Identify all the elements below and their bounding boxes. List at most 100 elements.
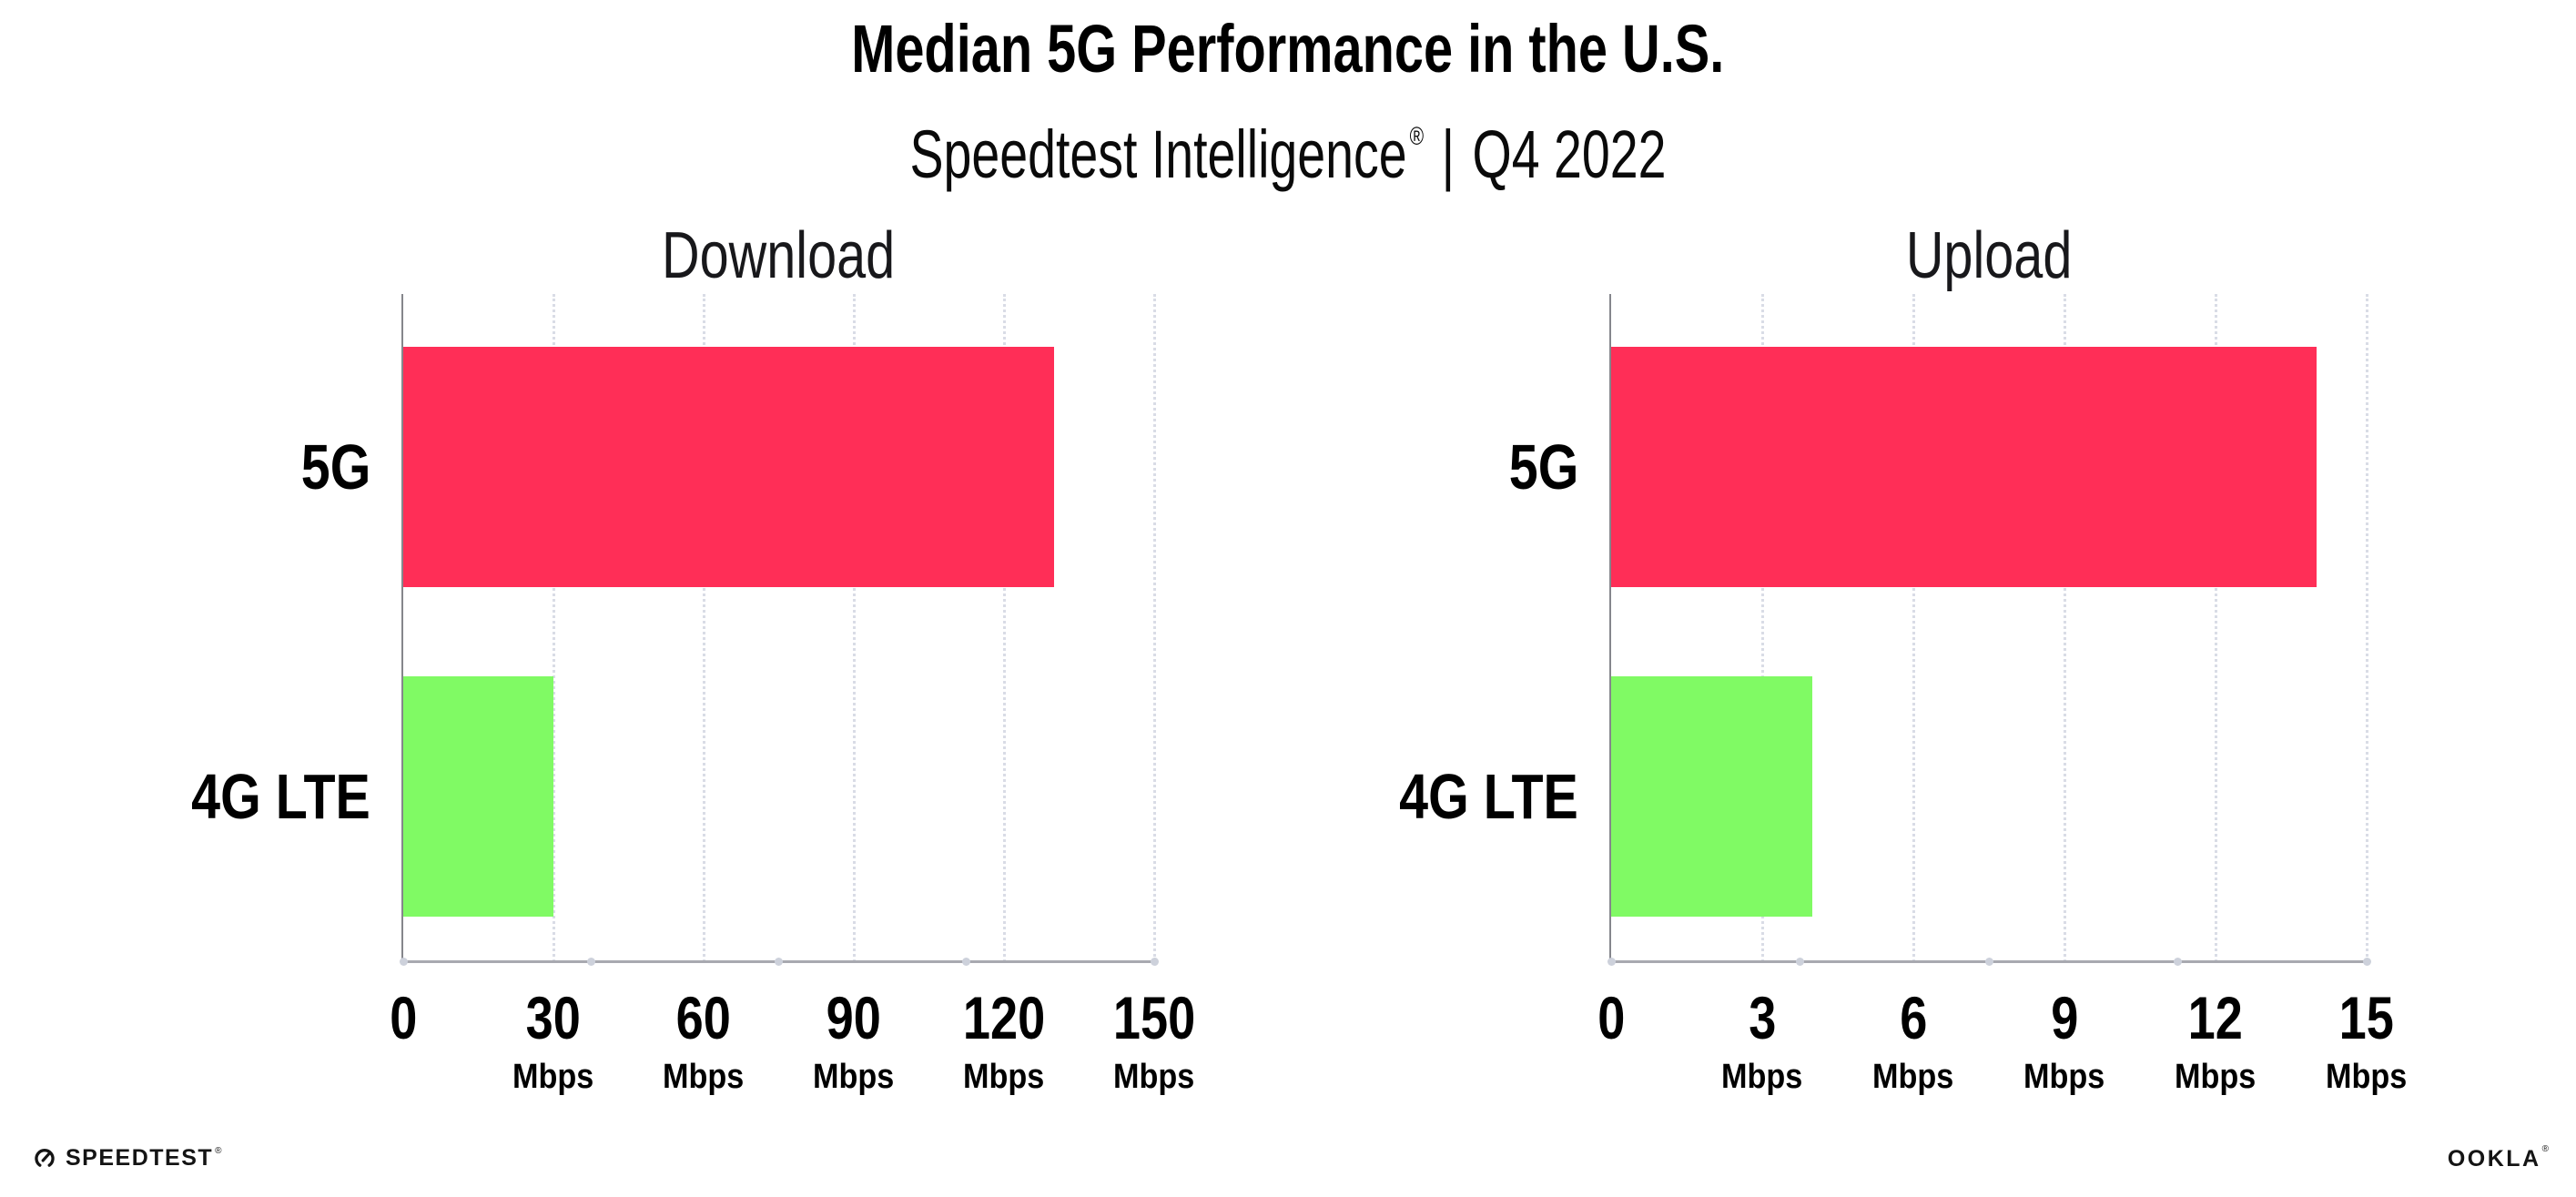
x-tick-0: 0 [303,981,503,1054]
x-tick-value: 150 [1112,984,1196,1051]
x-tick-12: 12 [2115,981,2316,1054]
gridline [852,294,856,962]
x-tick-unit: Mbps [1964,1056,2165,1098]
x-tick-value: 12 [2187,984,2244,1051]
chart-title-text: Upload [1905,219,2073,292]
x-tick-unit: Mbps [1813,1056,2013,1098]
gridline [2365,294,2368,962]
x-tick-9: 9 [1964,981,2165,1054]
x-tick-unit: Mbps [754,1056,954,1098]
x-tick-unit: Mbps [1054,1056,1254,1098]
row-label-5g: 5G [1205,417,1578,517]
x-tick-0: 0 [1511,981,1711,1054]
row-label-4g-lte: 4G LTE [1205,746,1578,847]
axis-dot [1984,958,1993,966]
gridline [702,294,705,962]
axis-dot [399,958,408,966]
axis-dot [962,958,971,966]
x-tick-6: 6 [1813,981,2013,1054]
speedtest-registered-mark: ® [215,1145,222,1156]
x-tick-120: 120 [904,981,1104,1054]
page-subtitle: Speedtest Intelligence ® | Q4 2022 [0,93,2576,192]
x-tick-unit-text: Mbps [2023,1058,2105,1096]
x-tick-unit-text: Mbps [963,1058,1045,1096]
gridline [1152,294,1156,962]
page-title-text: Median 5G Performance in the U.S. [851,11,1725,86]
subtitle-period: Q4 2022 [1472,117,1667,192]
x-tick-90: 90 [754,981,954,1054]
row-label-text: 4G LTE [191,761,370,832]
x-tick-value: 90 [826,984,882,1051]
x-tick-unit-text: Mbps [813,1058,895,1096]
x-tick-60: 60 [603,981,804,1054]
speedtest-logo: SPEEDTEST ® [33,1140,222,1176]
row-label-text: 5G [300,431,370,502]
speedtest-wordmark: SPEEDTEST [66,1144,214,1171]
x-tick-unit-text: Mbps [663,1058,745,1096]
x-tick-value: 0 [389,984,418,1051]
x-tick-3: 3 [1662,981,1862,1054]
y-axis [401,294,403,962]
axis-dot [1607,958,1616,966]
registered-mark: ® [1409,122,1425,150]
x-tick-150: 150 [1054,981,1254,1054]
x-tick-value: 30 [525,984,582,1051]
x-tick-unit: Mbps [2267,1056,2467,1098]
axis-dot [775,958,783,966]
row-label-text: 4G LTE [1399,761,1578,832]
speedtest-gauge-icon [35,1149,55,1167]
x-tick-unit-text: Mbps [2326,1058,2408,1096]
row-label-text: 5G [1508,431,1578,502]
gridline [1760,294,1764,962]
gridline [1002,294,1006,962]
gridline [552,294,555,962]
x-tick-value: 120 [962,984,1046,1051]
axis-dot [2174,958,2182,966]
bar-5g [403,347,1054,587]
x-tick-unit: Mbps [904,1056,1104,1098]
y-axis [1609,294,1611,962]
x-tick-value: 3 [1748,984,1777,1051]
axis-dot [1150,958,1159,966]
chart-title-text: Download [662,219,896,292]
ookla-registered-mark: ® [2541,1144,2549,1154]
x-tick-unit-text: Mbps [2175,1058,2257,1096]
subtitle-brand: Speedtest Intelligence [909,117,1407,192]
x-tick-30: 30 [453,981,654,1054]
subtitle-separator: | [1441,117,1455,192]
x-tick-unit-text: Mbps [512,1058,594,1096]
x-tick-value: 9 [2050,984,2079,1051]
x-tick-value: 15 [2338,984,2395,1051]
x-tick-unit-text: Mbps [1113,1058,1195,1096]
ookla-logo: OOKLA ® [2448,1143,2549,1174]
row-label-5g: 5G [0,417,370,517]
row-label-4g-lte: 4G LTE [0,746,370,847]
axis-dot [2362,958,2371,966]
gridline [1912,294,1915,962]
x-tick-value: 60 [675,984,732,1051]
axis-dot [586,958,595,966]
bar-4g-lte [1611,676,1813,917]
x-tick-unit: Mbps [453,1056,654,1098]
page-title: Median 5G Performance in the U.S. [0,5,2576,93]
x-tick-15: 15 [2267,981,2467,1054]
x-tick-unit: Mbps [603,1056,804,1098]
bar-5g [1611,347,2317,587]
upload-chart-title: Upload [1611,213,2367,299]
gridline [2214,294,2217,962]
x-tick-unit: Mbps [1662,1056,1862,1098]
x-tick-value: 0 [1597,984,1626,1051]
x-tick-unit: Mbps [2115,1056,2316,1098]
gridline [2063,294,2066,962]
x-tick-unit-text: Mbps [1721,1058,1803,1096]
download-chart-title: Download [403,213,1154,299]
x-tick-unit-text: Mbps [1872,1058,1954,1096]
ookla-wordmark: OOKLA [2447,1146,2541,1172]
page-subtitle-text: Speedtest Intelligence ® | Q4 2022 [910,93,1667,198]
bar-4g-lte [403,676,553,917]
x-tick-value: 6 [1899,984,1928,1051]
axis-dot [1796,958,1804,966]
